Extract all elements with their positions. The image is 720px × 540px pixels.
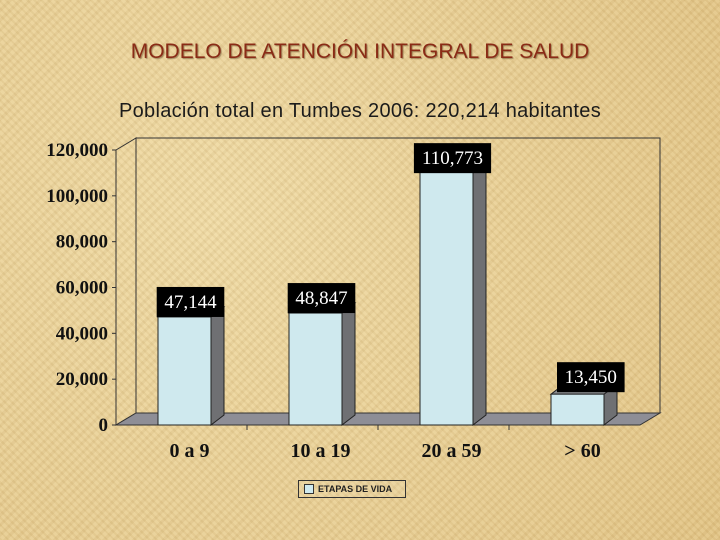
y-tick-label: 80,000 xyxy=(56,232,108,253)
slide-title: MODELO DE ATENCIÓN INTEGRAL DE SALUD xyxy=(130,40,590,63)
plot-side-wall xyxy=(115,137,137,426)
y-tick-label: 40,000 xyxy=(56,323,108,344)
y-tick-label: 0 xyxy=(99,415,109,436)
data-label: 13,450 xyxy=(565,367,617,388)
legend-label: ETAPAS DE VIDA xyxy=(318,484,393,494)
bar-side xyxy=(472,160,487,427)
bar-side xyxy=(341,302,356,427)
data-label-box xyxy=(287,283,356,314)
x-category-label: 20 a 59 xyxy=(422,440,482,462)
data-label-box xyxy=(557,362,625,393)
bar xyxy=(419,170,474,426)
y-tick-label: 60,000 xyxy=(56,278,108,299)
x-category-label: > 60 xyxy=(564,440,600,462)
data-label: 110,773 xyxy=(422,148,483,169)
bar-side xyxy=(210,305,225,427)
x-category-label: 10 a 19 xyxy=(291,440,351,462)
data-label: 48,847 xyxy=(295,288,347,309)
bar xyxy=(550,393,605,426)
data-label-box xyxy=(413,143,492,174)
bar xyxy=(288,312,343,426)
legend-swatch xyxy=(304,484,314,494)
y-tick-label: 20,000 xyxy=(56,369,108,390)
y-tick-label: 120,000 xyxy=(46,140,108,161)
y-tick-label: 100,000 xyxy=(46,186,108,207)
slide-subtitle: Población total en Tumbes 2006: 220,214 … xyxy=(118,100,601,122)
data-label-box xyxy=(156,286,225,317)
chart-legend: ETAPAS DE VIDA xyxy=(298,480,406,498)
x-category-label: 0 a 9 xyxy=(170,440,210,462)
bar xyxy=(157,316,212,426)
data-label: 47,144 xyxy=(164,292,217,313)
